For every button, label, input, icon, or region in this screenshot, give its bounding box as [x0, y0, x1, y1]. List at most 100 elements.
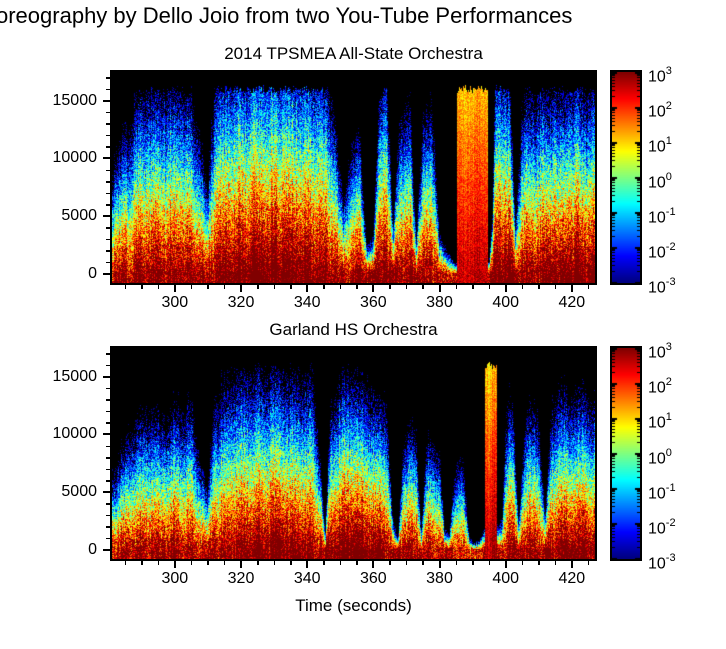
x-tick-label: 420 — [558, 570, 586, 587]
x-minor-tick — [290, 561, 292, 565]
colorbar-tick-label: 101 — [648, 135, 672, 156]
x-minor-tick — [141, 285, 143, 289]
y-minor-tick — [106, 364, 110, 367]
colorbar-exponent: 1 — [665, 135, 672, 148]
x-minor-tick — [339, 561, 342, 565]
x-minor-tick — [223, 285, 226, 289]
x-minor-tick — [521, 561, 524, 565]
y-tick — [103, 215, 110, 218]
colorbar-tick-label: 101 — [648, 411, 672, 432]
y-tick-label: 0 — [88, 264, 97, 282]
x-minor-tick — [538, 561, 540, 565]
colorbar-tick-label: 103 — [648, 65, 672, 86]
colorbar-exponent: -3 — [665, 552, 676, 564]
y-tick — [103, 433, 110, 436]
x-minor-tick — [323, 285, 325, 289]
y-minor-tick — [106, 227, 110, 229]
x-tick — [240, 285, 243, 292]
y-minor-tick — [106, 353, 110, 355]
panel-title-top: 2014 TPSMEA All-State Orchestra — [224, 44, 483, 63]
y-minor-tick — [106, 238, 110, 241]
figure-title: oreography by Dello Joio from two You-Tu… — [0, 3, 573, 28]
x-tick — [173, 561, 176, 568]
colorbar-exponent: 3 — [665, 341, 672, 353]
colorbar-tick-label: 10-1 — [648, 481, 676, 502]
colorbar-exponent: -2 — [665, 240, 676, 253]
x-minor-tick — [257, 561, 259, 565]
x-tick-label: 360 — [359, 570, 387, 587]
x-minor-tick — [207, 561, 209, 565]
x-minor-tick — [124, 561, 127, 565]
x-minor-tick — [389, 285, 391, 289]
y-minor-tick — [106, 250, 110, 252]
x-minor-tick — [405, 285, 408, 289]
colorbar-exponent: -1 — [665, 205, 676, 218]
colorbar-canvas-top — [612, 72, 640, 283]
x-tick-label: 360 — [359, 294, 387, 311]
x-minor-tick — [190, 561, 193, 565]
colorbar-tick-label: 100 — [648, 446, 672, 467]
x-minor-tick — [455, 561, 458, 565]
x-tick-label: 320 — [227, 570, 255, 587]
x-tick — [570, 285, 573, 292]
x-minor-tick — [554, 561, 557, 565]
x-tick — [504, 561, 507, 568]
colorbar-exponent: 2 — [665, 100, 672, 113]
x-tick-label: 320 — [227, 294, 255, 311]
y-tick-label: 10000 — [52, 149, 98, 167]
colorbar-tick-label: 100 — [648, 170, 672, 191]
x-minor-tick — [405, 561, 408, 565]
y-tick — [103, 491, 110, 494]
y-tick-label: 5000 — [61, 207, 97, 225]
x-minor-tick — [339, 285, 342, 289]
y-minor-tick — [106, 77, 110, 79]
colorbar-tick-label: 102 — [648, 100, 672, 121]
x-minor-tick — [538, 285, 540, 289]
y-tick — [103, 375, 110, 378]
y-minor-tick — [106, 169, 110, 171]
x-minor-tick — [422, 561, 424, 565]
x-minor-tick — [124, 285, 127, 289]
y-minor-tick — [106, 88, 110, 91]
x-tick — [438, 561, 441, 568]
x-tick-label: 300 — [161, 294, 189, 311]
y-minor-tick — [106, 111, 110, 114]
colorbar-exponent: 1 — [665, 411, 672, 424]
x-minor-tick — [207, 285, 209, 289]
x-tick — [306, 285, 309, 292]
x-tick-label: 340 — [293, 294, 321, 311]
colorbar-tick-label: 10-3 — [648, 276, 676, 297]
y-minor-tick — [106, 468, 110, 471]
y-minor-tick — [106, 387, 110, 390]
y-tick-label: 15000 — [52, 91, 98, 109]
y-tick-label: 5000 — [61, 483, 97, 501]
panel-title-bottom: Garland HS Orchestra — [269, 320, 438, 339]
y-minor-tick — [106, 526, 110, 528]
x-minor-tick — [455, 285, 458, 289]
y-minor-tick — [106, 422, 110, 424]
x-tick-label: 380 — [426, 570, 453, 587]
x-tick — [240, 561, 243, 568]
x-tick — [372, 285, 375, 292]
x-minor-tick — [273, 561, 276, 565]
y-tick-label: 15000 — [52, 367, 98, 385]
y-minor-tick — [106, 410, 110, 413]
y-tick — [103, 272, 110, 275]
colorbar-exponent: -2 — [665, 516, 676, 529]
x-minor-tick — [554, 285, 557, 289]
y-tick — [103, 99, 110, 102]
x-axis-label: Time (seconds) — [295, 596, 412, 615]
x-minor-tick — [190, 285, 193, 289]
x-tick-label: 420 — [558, 294, 586, 311]
x-minor-tick — [521, 285, 524, 289]
colorbar-exponent: 0 — [665, 446, 672, 459]
x-tick-label: 380 — [426, 294, 453, 311]
spectrogram-canvas-top — [112, 72, 595, 283]
colorbar-tick-label: 10-3 — [648, 552, 676, 573]
x-minor-tick — [488, 561, 491, 565]
x-tick — [173, 285, 176, 292]
x-minor-tick — [157, 285, 160, 289]
x-minor-tick — [257, 285, 259, 289]
x-tick-label: 400 — [492, 570, 520, 587]
